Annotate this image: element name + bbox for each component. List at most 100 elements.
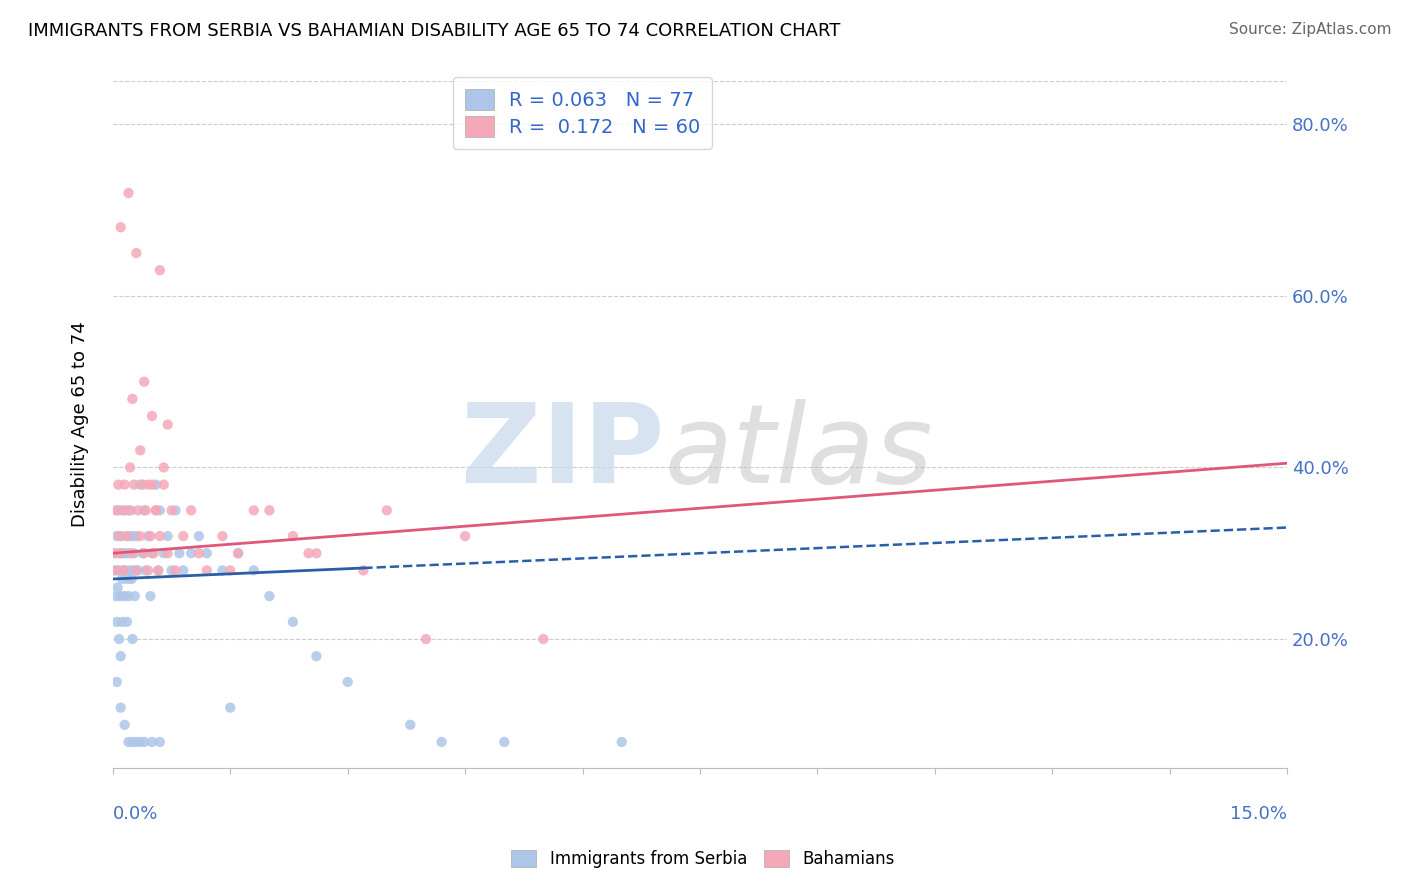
Point [531, 632, 554, 646]
Point [180, 546, 202, 560]
Point [110, 529, 132, 543]
Point [105, 615, 128, 629]
Point [120, 460, 142, 475]
Point [114, 718, 136, 732]
Point [121, 632, 143, 646]
Point [145, 503, 167, 517]
Point [131, 477, 153, 491]
Point [145, 477, 167, 491]
Text: Source: ZipAtlas.com: Source: ZipAtlas.com [1229, 22, 1392, 37]
Point [336, 674, 359, 689]
Point [148, 563, 170, 577]
Point [108, 546, 131, 560]
Point [129, 529, 152, 543]
Point [110, 546, 132, 560]
Point [454, 529, 477, 543]
Point [145, 503, 167, 517]
Point [160, 503, 183, 517]
Point [415, 632, 437, 646]
Point [149, 503, 172, 517]
Point [121, 735, 143, 749]
Point [111, 572, 134, 586]
Point [195, 546, 218, 560]
Text: ZIP: ZIP [461, 399, 665, 506]
Point [104, 589, 127, 603]
Point [108, 632, 131, 646]
Point [107, 581, 129, 595]
Point [135, 503, 157, 517]
Point [122, 563, 145, 577]
Point [136, 563, 159, 577]
Point [242, 563, 264, 577]
Point [211, 529, 233, 543]
Point [104, 546, 127, 560]
Point [259, 589, 281, 603]
Point [112, 563, 135, 577]
Point [117, 572, 139, 586]
Point [108, 563, 131, 577]
Point [117, 529, 139, 543]
Point [104, 503, 127, 517]
Point [121, 546, 143, 560]
Point [259, 503, 281, 517]
Point [169, 546, 191, 560]
Point [305, 649, 328, 664]
Point [115, 546, 138, 560]
Point [108, 529, 131, 543]
Point [352, 563, 374, 577]
Point [114, 503, 136, 517]
Point [127, 503, 149, 517]
Point [305, 546, 328, 560]
Point [139, 589, 162, 603]
Point [226, 546, 249, 560]
Point [114, 589, 136, 603]
Point [117, 589, 139, 603]
Point [226, 546, 249, 560]
Point [165, 563, 187, 577]
Point [139, 529, 162, 543]
Point [180, 503, 202, 517]
Point [188, 529, 211, 543]
Point [242, 503, 264, 517]
Point [142, 546, 165, 560]
Legend: R = 0.063   N = 77, R =  0.172   N = 60: R = 0.063 N = 77, R = 0.172 N = 60 [453, 78, 713, 149]
Point [219, 700, 242, 714]
Point [141, 409, 163, 423]
Point [211, 563, 233, 577]
Point [160, 563, 183, 577]
Point [125, 246, 148, 260]
Y-axis label: Disability Age 65 to 74: Disability Age 65 to 74 [72, 322, 89, 527]
Point [110, 700, 132, 714]
Point [188, 546, 211, 560]
Point [134, 503, 156, 517]
Point [125, 529, 148, 543]
Point [125, 563, 148, 577]
Point [195, 563, 218, 577]
Point [111, 503, 134, 517]
Point [121, 572, 143, 586]
Point [149, 735, 172, 749]
Point [112, 546, 135, 560]
Point [375, 503, 398, 517]
Point [110, 589, 132, 603]
Point [135, 563, 157, 577]
Point [281, 529, 304, 543]
Point [129, 477, 152, 491]
Point [114, 477, 136, 491]
Point [117, 186, 139, 200]
Point [114, 563, 136, 577]
Point [125, 735, 148, 749]
Point [281, 615, 304, 629]
Point [120, 563, 142, 577]
Point [152, 460, 174, 475]
Point [156, 546, 179, 560]
Legend: Immigrants from Serbia, Bahamians: Immigrants from Serbia, Bahamians [505, 843, 901, 875]
Point [136, 529, 159, 543]
Text: atlas: atlas [665, 399, 934, 506]
Text: 15.0%: 15.0% [1230, 805, 1286, 823]
Point [152, 546, 174, 560]
Point [494, 735, 516, 749]
Point [107, 477, 129, 491]
Point [399, 718, 422, 732]
Point [117, 735, 139, 749]
